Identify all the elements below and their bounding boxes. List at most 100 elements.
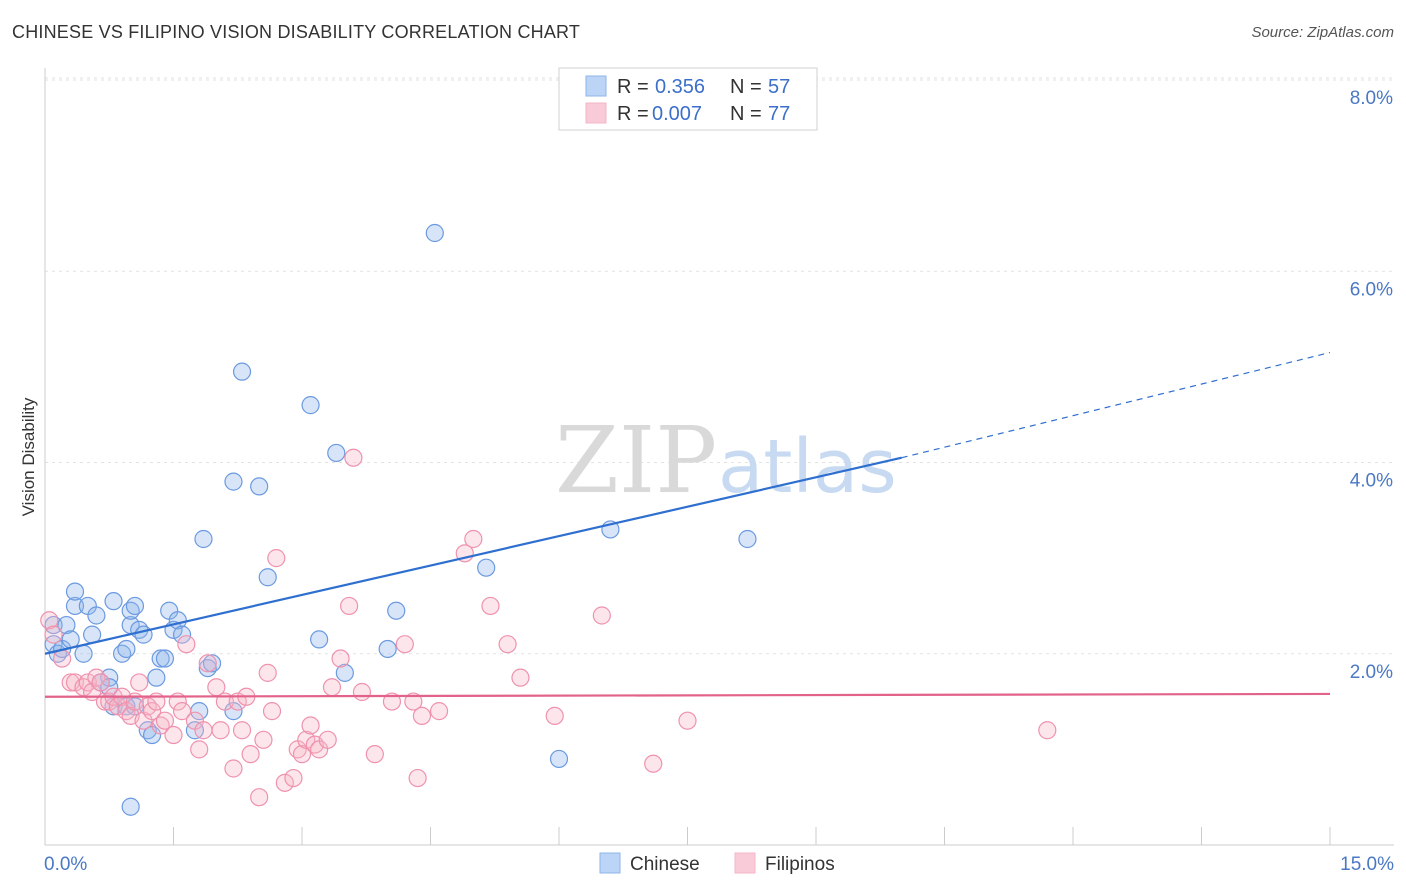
data-point bbox=[481, 596, 500, 616]
data-point bbox=[151, 649, 170, 668]
y-axis-label: Vision Disability bbox=[19, 397, 38, 516]
data-point bbox=[164, 725, 183, 745]
data-point bbox=[322, 678, 342, 697]
data-point bbox=[65, 596, 85, 616]
data-point bbox=[57, 615, 76, 635]
data-point bbox=[408, 768, 427, 788]
data-point bbox=[44, 625, 63, 644]
legend-n-value: 57 bbox=[768, 76, 790, 98]
data-point bbox=[267, 549, 286, 568]
data-point bbox=[254, 730, 273, 749]
data-point bbox=[177, 635, 196, 654]
data-point bbox=[155, 649, 175, 668]
data-point bbox=[340, 596, 359, 616]
data-point bbox=[382, 692, 402, 711]
data-point bbox=[327, 443, 346, 463]
data-point bbox=[318, 730, 337, 749]
data-point bbox=[275, 773, 294, 792]
y-tick-label: 2.0% bbox=[1350, 662, 1393, 683]
data-point bbox=[250, 788, 269, 807]
data-point bbox=[387, 601, 406, 620]
data-point bbox=[344, 448, 363, 467]
y-tick-label: 8.0% bbox=[1350, 88, 1393, 109]
data-point bbox=[147, 668, 166, 687]
data-point bbox=[65, 582, 85, 601]
data-point bbox=[125, 596, 145, 616]
legend-n-label: N = bbox=[730, 103, 762, 125]
legend-r-label: R = bbox=[617, 103, 649, 125]
legend-swatch-filipinos bbox=[734, 852, 756, 874]
data-point bbox=[644, 754, 663, 773]
y-tick-labels: 2.0% 4.0% 6.0% 8.0% bbox=[1350, 88, 1393, 683]
data-point bbox=[395, 635, 414, 654]
legend-bottom: Chinese Filipinos bbox=[599, 852, 835, 875]
data-point bbox=[258, 663, 277, 682]
data-point bbox=[117, 639, 136, 659]
trend-line-filipinos bbox=[44, 692, 1331, 698]
data-point bbox=[202, 654, 222, 673]
legend-r-value: 0.356 bbox=[655, 76, 705, 98]
watermark: ZIP atlas bbox=[555, 407, 897, 514]
data-points bbox=[40, 223, 1057, 816]
data-point bbox=[91, 673, 110, 692]
legend-swatch-chinese bbox=[585, 75, 607, 97]
data-point bbox=[258, 568, 277, 587]
data-point bbox=[301, 716, 320, 735]
data-point bbox=[404, 692, 423, 711]
data-point bbox=[592, 606, 611, 625]
data-point bbox=[310, 630, 329, 649]
data-point bbox=[464, 529, 483, 549]
trend-line-chinese bbox=[44, 456, 902, 655]
data-point bbox=[53, 649, 72, 668]
data-point bbox=[232, 721, 252, 740]
legend-n-value: 77 bbox=[768, 103, 790, 125]
data-point bbox=[549, 749, 569, 769]
data-point bbox=[155, 711, 175, 730]
data-point bbox=[40, 611, 59, 630]
data-point bbox=[232, 362, 252, 381]
data-point bbox=[104, 592, 123, 611]
data-point bbox=[331, 649, 350, 668]
data-point bbox=[74, 644, 93, 663]
data-point bbox=[65, 673, 85, 692]
data-point bbox=[100, 668, 119, 687]
data-point bbox=[194, 529, 213, 549]
data-point bbox=[429, 702, 449, 721]
chart-title: CHINESE VS FILIPINO VISION DISABILITY CO… bbox=[12, 22, 581, 42]
y-tick-label: 6.0% bbox=[1350, 279, 1393, 300]
y-tick-label: 4.0% bbox=[1350, 471, 1393, 492]
axes bbox=[44, 68, 1394, 846]
data-point bbox=[87, 606, 106, 625]
data-point bbox=[198, 654, 217, 673]
data-point bbox=[511, 668, 530, 687]
legend-top: R = 0.356 N = 57 R = 0.007 N = 77 bbox=[558, 67, 818, 131]
legend-r-label: R = bbox=[617, 76, 649, 98]
data-point bbox=[172, 702, 192, 721]
data-point bbox=[142, 702, 162, 721]
data-point bbox=[412, 706, 432, 726]
data-point bbox=[190, 740, 209, 759]
data-point bbox=[335, 663, 354, 682]
data-point bbox=[284, 768, 303, 788]
data-point bbox=[224, 472, 243, 491]
data-point bbox=[425, 223, 444, 243]
legend-label-filipinos: Filipinos bbox=[765, 854, 835, 875]
data-point bbox=[292, 745, 312, 764]
chart-source: Source: ZipAtlas.com bbox=[1251, 24, 1394, 41]
series-filipinos bbox=[40, 448, 1057, 807]
data-point bbox=[498, 635, 517, 654]
legend-swatch-chinese bbox=[599, 852, 621, 874]
data-point bbox=[211, 721, 230, 740]
x-tick-label: 0.0% bbox=[44, 854, 87, 875]
x-tick-labels: 0.0% 15.0% bbox=[44, 854, 1394, 875]
data-point bbox=[545, 706, 564, 726]
data-point bbox=[121, 797, 140, 816]
data-point bbox=[224, 759, 243, 778]
data-point bbox=[130, 673, 149, 692]
data-point bbox=[378, 639, 397, 659]
data-point bbox=[301, 396, 320, 415]
trend-line-extension bbox=[901, 351, 1331, 459]
data-point bbox=[1038, 721, 1057, 740]
data-point bbox=[678, 711, 697, 730]
